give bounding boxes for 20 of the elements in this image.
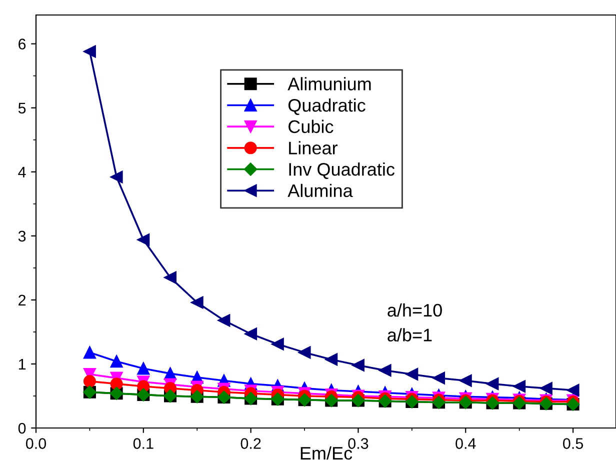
y-tick-label: 5 [18, 102, 26, 114]
annotation: a/b=1 [388, 328, 432, 342]
x-tick-label: 0.2 [240, 438, 261, 449]
legend-label: Quadratic [288, 98, 366, 115]
x-tick-label: 0.4 [456, 438, 476, 449]
y-tick-label: 1 [18, 358, 26, 370]
y-tick-label: 6 [18, 38, 26, 50]
y-tick-label: 4 [18, 166, 26, 178]
x-tick-label: 0.1 [133, 438, 154, 449]
legend-label: Inv Quadratic [289, 162, 395, 179]
y-tick-label: 2 [18, 294, 26, 306]
y-tick-label: 3 [18, 230, 26, 242]
legend-label: Alumina [288, 184, 353, 198]
x-tick-label: 0.0 [26, 438, 46, 449]
legend-label: Cubic [288, 120, 334, 134]
annotation: a/h=10 [388, 303, 442, 317]
x-tick-label: 0.5 [563, 438, 584, 449]
legend-label: Linear [289, 141, 338, 154]
legend-label: Alimunium [288, 77, 371, 90]
y-tick-label: 0 [18, 422, 26, 434]
